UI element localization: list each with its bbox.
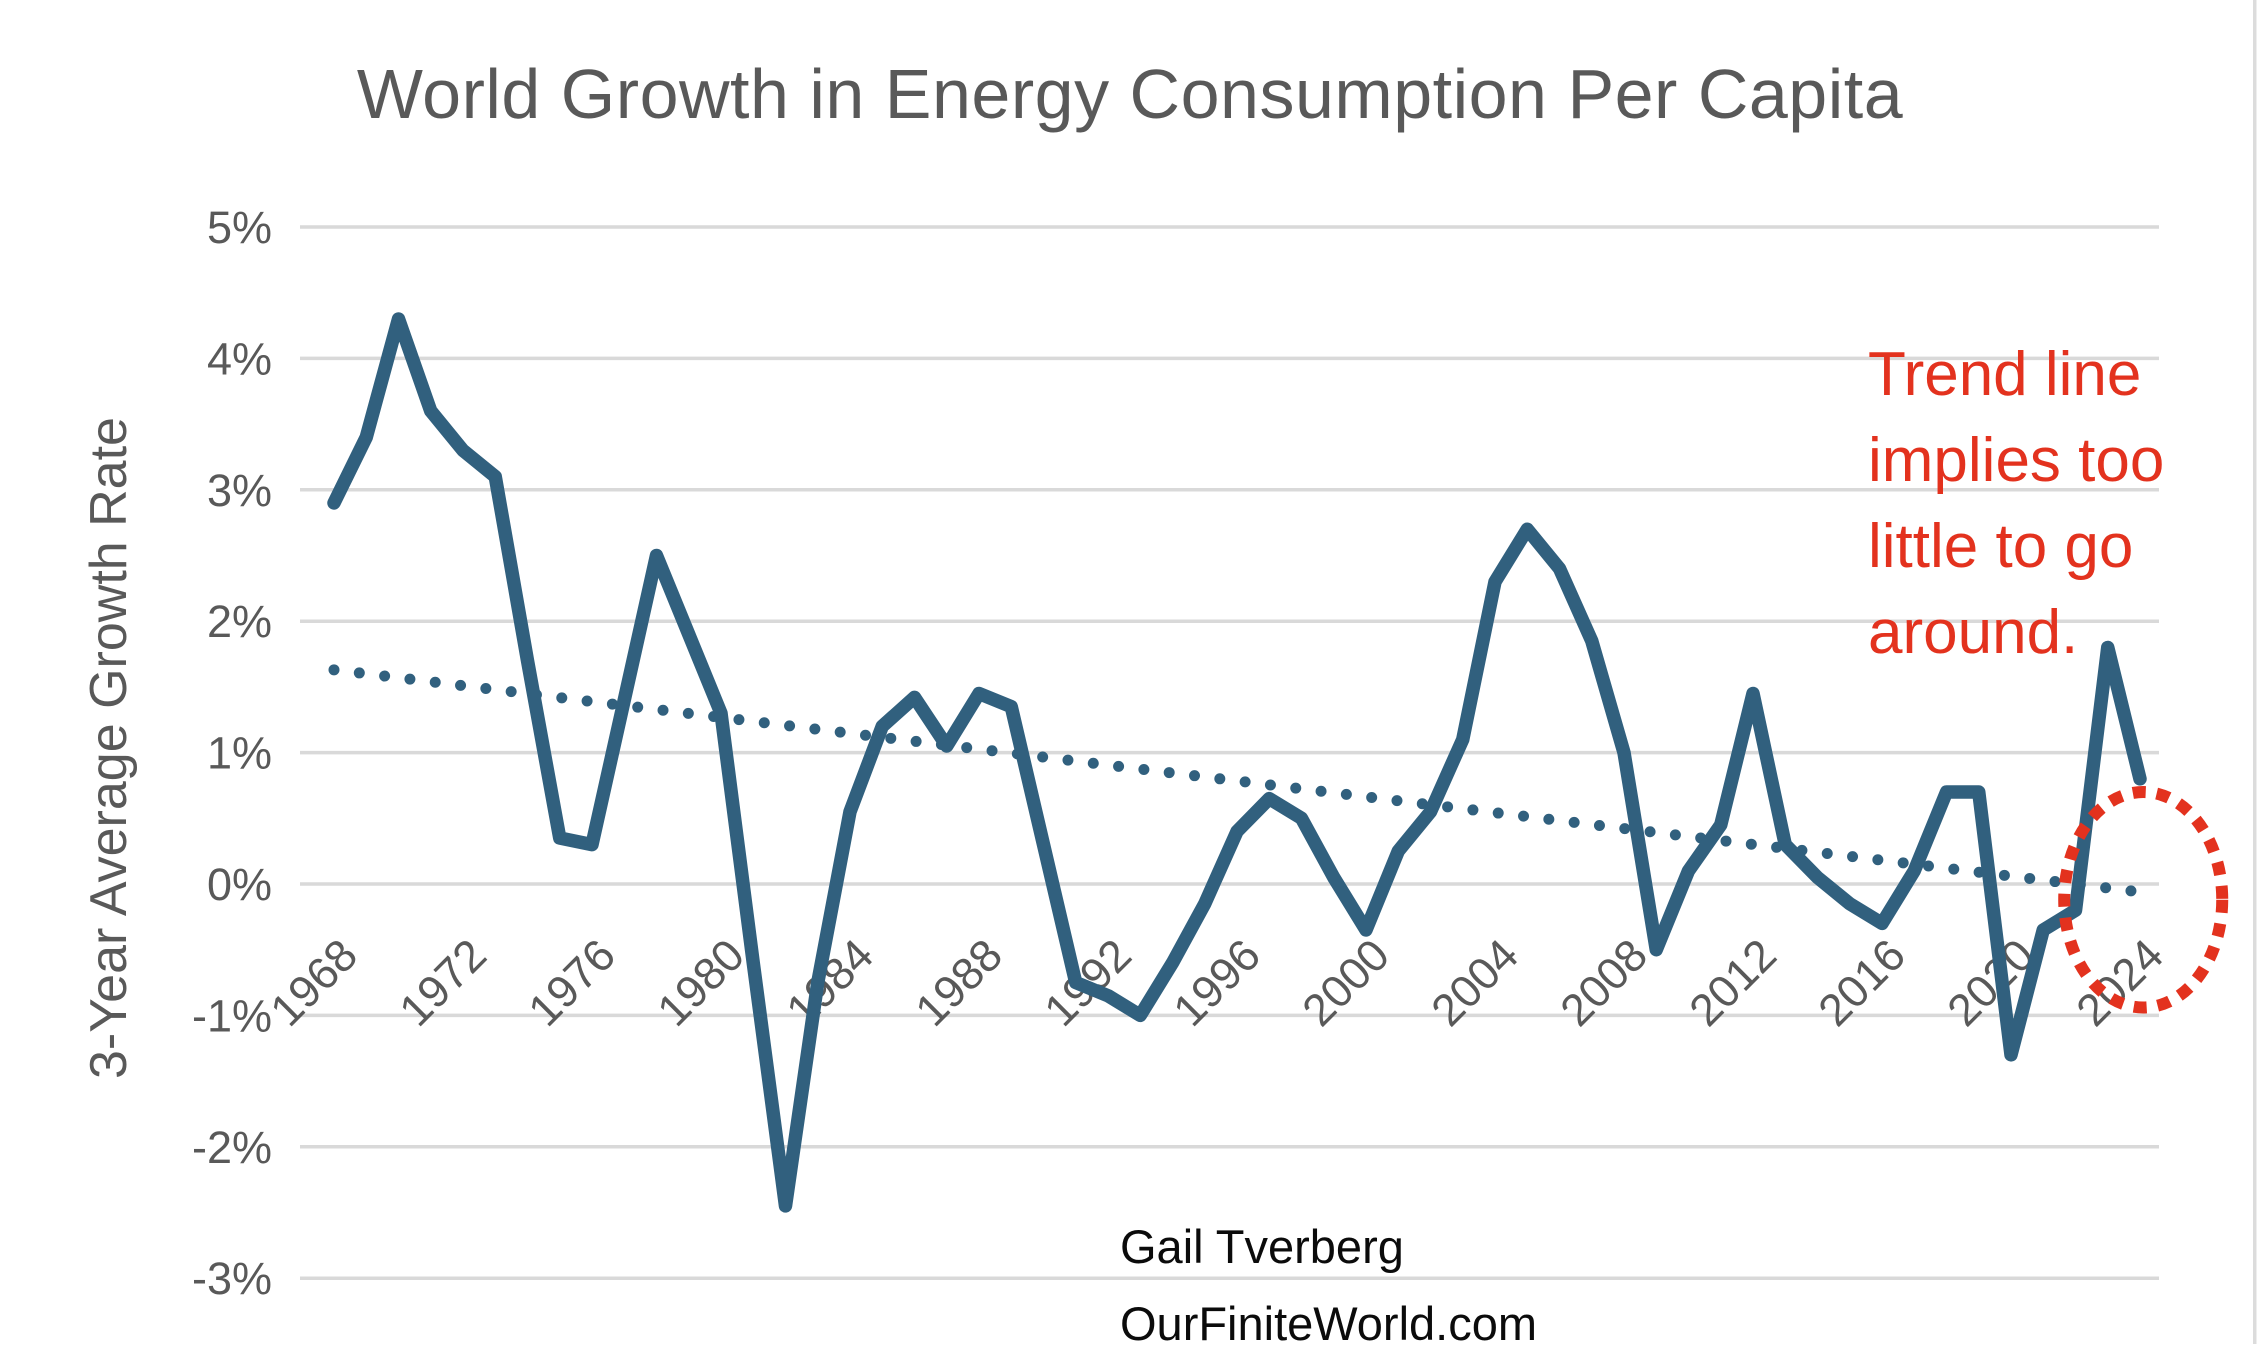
trend-annotation: Trend line implies too little to go arou… xyxy=(1868,332,2260,676)
chart-title: World Growth in Energy Consumption Per C… xyxy=(356,55,1904,133)
x-tick-label: 1980 xyxy=(647,929,754,1036)
y-tick-label: -1% xyxy=(192,990,272,1041)
y-axis-tick-labels: 5% 4% 3% 2% 1% 0% -1% -2% -3% xyxy=(192,202,272,1304)
x-tick-label: 2000 xyxy=(1292,929,1399,1036)
x-tick-label: 2004 xyxy=(1421,929,1528,1036)
y-tick-label: 5% xyxy=(207,202,272,253)
y-axis-title: 3-Year Average Growth Rate xyxy=(80,417,138,1079)
y-tick-label: -3% xyxy=(192,1253,272,1304)
y-tick-label: 2% xyxy=(207,596,272,647)
x-axis-tick-labels: 1968 1972 1976 1980 1984 1988 1992 1996 2000 2004… xyxy=(260,929,2173,1036)
trend-annotation-line: little to go xyxy=(1868,512,2134,581)
canvas-right-edge xyxy=(2253,0,2257,1344)
x-tick-label: 2024 xyxy=(2066,929,2173,1036)
y-tick-label: 1% xyxy=(207,728,272,779)
attribution-author: Gail Tverberg xyxy=(1120,1220,1404,1273)
x-tick-label: 1968 xyxy=(260,929,367,1036)
y-tick-label: 0% xyxy=(207,859,272,910)
attribution-site: OurFiniteWorld.com xyxy=(1120,1297,1538,1350)
trend-annotation-line: Trend line xyxy=(1868,340,2142,409)
x-tick-label: 1988 xyxy=(905,929,1012,1036)
attribution: Gail Tverberg OurFiniteWorld.com xyxy=(1120,1208,1537,1362)
x-tick-label: 2016 xyxy=(1808,929,1915,1036)
y-tick-label: -2% xyxy=(192,1122,272,1173)
y-tick-label: 3% xyxy=(207,465,272,516)
trend-annotation-line: implies too xyxy=(1868,426,2165,495)
trend-line-dotted xyxy=(328,664,2156,899)
trend-annotation-line: around. xyxy=(1868,598,2079,667)
x-tick-label: 2008 xyxy=(1550,929,1657,1036)
growth-rate-line xyxy=(327,312,2147,1213)
y-tick-label: 4% xyxy=(207,333,272,384)
x-tick-label: 1976 xyxy=(518,929,625,1036)
x-tick-label: 2012 xyxy=(1679,929,1786,1036)
x-tick-label: 1972 xyxy=(389,929,496,1036)
highlight-ellipse xyxy=(2058,786,2229,1014)
